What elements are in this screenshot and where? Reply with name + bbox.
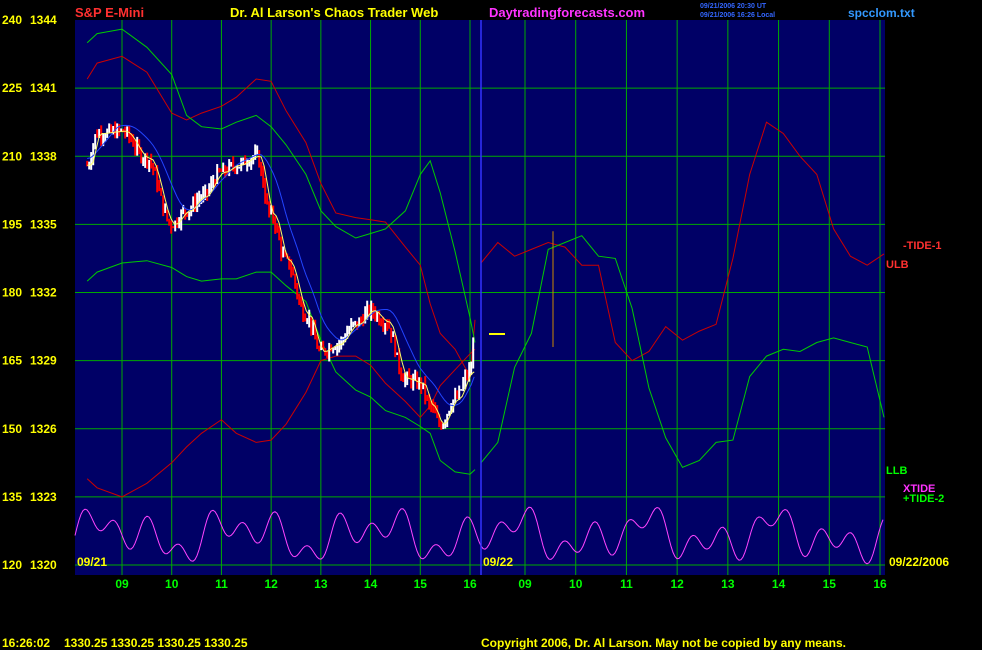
tide1-line <box>480 121 885 362</box>
timestamp-local: 09/21/2006 16:26 Local <box>700 12 775 19</box>
ma-long-line <box>87 124 475 407</box>
ulb-line <box>86 55 476 379</box>
site-title: Daytradingforecasts.com <box>489 5 645 20</box>
ytick-price-7: 1323 <box>30 490 57 504</box>
ytick-left-1: 225 <box>2 81 22 95</box>
green-upper-day1 <box>86 28 476 343</box>
instrument-title: S&P E-Mini <box>75 5 144 20</box>
ytick-price-2: 1338 <box>30 149 57 163</box>
date-left: 09/21 <box>77 555 107 569</box>
xtick-6: 15 <box>414 577 428 591</box>
xtick-0: 09 <box>115 577 129 591</box>
xtick-13: 14 <box>772 577 786 591</box>
label-tide2: +TIDE-2 <box>903 493 944 505</box>
label-tide1: -TIDE-1 <box>903 240 942 252</box>
ma-short-line <box>87 130 475 425</box>
tide2-line <box>480 235 885 469</box>
footer-quote: 1330.25 1330.25 1330.25 1330.25 <box>64 636 248 650</box>
tide-lines <box>74 506 884 565</box>
xtide-line <box>74 506 884 565</box>
band-lines <box>86 28 885 498</box>
xtick-8: 09 <box>518 577 532 591</box>
label-ulb: ULB <box>886 259 909 271</box>
llb-line <box>86 260 476 475</box>
xtick-7: 16 <box>463 577 477 591</box>
ytick-left-0: 240 <box>2 13 22 27</box>
xtick-9: 10 <box>569 577 583 591</box>
xtick-5: 14 <box>364 577 378 591</box>
date-right: 09/22/2006 <box>889 555 949 569</box>
ytick-price-6: 1326 <box>30 422 57 436</box>
xtick-1: 10 <box>165 577 179 591</box>
ytick-left-3: 195 <box>2 217 22 231</box>
ytick-left-2: 210 <box>2 149 22 163</box>
y-axis-labels: 240 1344 225 1341 210 1338 195 1335 180 1332 165 13… <box>2 13 57 572</box>
ytick-price-1: 1341 <box>30 81 57 95</box>
ytick-left-8: 120 <box>2 558 22 572</box>
xtick-3: 12 <box>264 577 278 591</box>
ytick-price-4: 1332 <box>30 286 57 300</box>
grid <box>75 20 885 575</box>
xtick-15: 16 <box>873 577 887 591</box>
xtick-14: 15 <box>823 577 837 591</box>
moving-averages <box>87 124 475 425</box>
ytick-price-3: 1335 <box>30 217 57 231</box>
ytick-left-4: 180 <box>2 286 22 300</box>
ytick-price-0: 1344 <box>30 13 57 27</box>
xtick-12: 13 <box>721 577 735 591</box>
label-llb: LLB <box>886 465 907 477</box>
ytick-left-5: 165 <box>2 354 22 368</box>
center-title: Dr. Al Larson's Chaos Trader Web <box>230 5 438 20</box>
ytick-left-7: 135 <box>2 490 22 504</box>
xtick-4: 13 <box>314 577 328 591</box>
date-mid: 09/22 <box>483 555 513 569</box>
file-name: spcclom.txt <box>848 6 915 20</box>
xtick-2: 11 <box>215 577 228 591</box>
xtick-10: 11 <box>620 577 633 591</box>
xtick-11: 12 <box>670 577 684 591</box>
x-axis-labels: 09 10 11 12 13 14 15 16 09 10 11 12 13 14 15 16 <box>115 577 887 591</box>
plot-background <box>75 20 885 575</box>
footer-time: 16:26:02 <box>2 636 50 650</box>
timestamp-ut: 09/21/2006 20:30 UT <box>700 3 767 10</box>
ytick-left-6: 150 <box>2 422 22 436</box>
ytick-price-8: 1320 <box>30 558 57 572</box>
label-xtide: XTIDE <box>903 483 935 495</box>
footer-copyright: Copyright 2006, Dr. Al Larson. May not b… <box>481 636 846 650</box>
ytick-price-5: 1329 <box>30 354 57 368</box>
